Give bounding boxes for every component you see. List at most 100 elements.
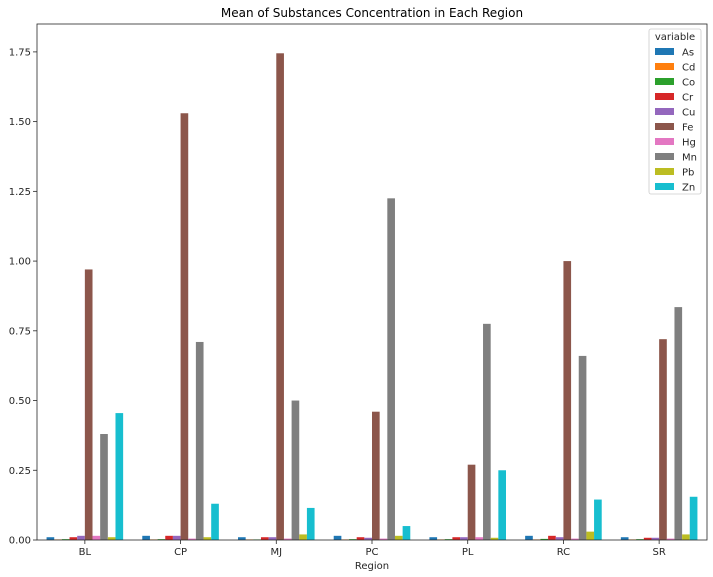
legend-label-zn: Zn: [682, 183, 695, 194]
legend-label-cu: Cu: [682, 108, 695, 119]
bar-cu-rc: [555, 537, 564, 540]
bar-hg-pl: [475, 537, 484, 540]
bar-co-bl: [61, 539, 70, 540]
bar-pb-bl: [107, 537, 116, 540]
y-tick-label: 1.75: [9, 47, 31, 58]
bar-hg-cp: [188, 538, 196, 540]
bar-mn-mj: [291, 400, 300, 540]
bar-mn-pc: [387, 198, 395, 540]
bar-mn-bl: [100, 434, 108, 540]
legend-label-as: As: [682, 48, 694, 59]
bar-as-rc: [525, 535, 533, 540]
bar-as-cp: [142, 535, 150, 540]
legend-swatch-cu: [655, 108, 674, 115]
bar-cr-sr: [643, 537, 652, 540]
x-tick-label: SR: [652, 547, 665, 558]
bar-co-pl: [444, 539, 453, 540]
bar-zn-sr: [689, 496, 698, 540]
x-axis: BL CP MJ PC PL RC SR: [79, 540, 666, 558]
legend-swatch-mn: [655, 153, 674, 160]
bar-fe-pc: [372, 411, 380, 540]
legend-swatch-cr: [655, 93, 674, 100]
bar-cr-rc: [548, 535, 556, 540]
bar-mn-pl: [483, 323, 491, 540]
legend-label-cr: Cr: [682, 93, 694, 104]
y-tick-label: 1.50: [9, 117, 31, 128]
plot-frame: [36, 23, 708, 541]
bar-cu-mj: [268, 537, 277, 540]
x-axis-label: Region: [355, 561, 389, 572]
bar-as-pl: [429, 537, 438, 540]
y-tick-label: 0.00: [9, 536, 31, 547]
legend-swatch-co: [655, 78, 674, 85]
bar-cr-mj: [260, 537, 269, 540]
bar-cu-cp: [172, 535, 181, 540]
bar-as-mj: [238, 537, 246, 540]
legend-swatch-as: [655, 48, 674, 55]
x-tick-label: CP: [174, 547, 187, 558]
legend-label-cd: Cd: [682, 63, 695, 74]
bar-co-sr: [636, 539, 644, 540]
bar-pb-pc: [394, 535, 403, 540]
legend-label-co: Co: [682, 78, 695, 89]
legend-swatch-pb: [655, 168, 674, 175]
bars-group: [46, 53, 698, 540]
bar-pb-pl: [490, 537, 499, 540]
bar-pb-mj: [299, 534, 307, 540]
bar-mn-sr: [674, 307, 683, 540]
bar-zn-rc: [594, 499, 602, 540]
bar-hg-bl: [92, 535, 101, 540]
x-tick-label: MJ: [270, 547, 282, 558]
bar-hg-rc: [571, 538, 579, 540]
bar-pb-rc: [586, 531, 595, 540]
legend-label-hg: Hg: [682, 138, 696, 149]
bar-zn-bl: [115, 413, 124, 540]
y-tick-label: 0.25: [9, 466, 31, 477]
bar-zn-cp: [211, 503, 219, 540]
legend-label-pb: Pb: [682, 168, 694, 179]
bar-zn-pl: [498, 470, 506, 540]
bar-pb-sr: [682, 534, 690, 540]
bar-fe-rc: [563, 261, 572, 540]
bar-pb-cp: [203, 537, 212, 540]
bar-cr-pc: [356, 537, 365, 540]
bar-cr-cp: [165, 535, 173, 540]
x-tick-label: PL: [462, 547, 474, 558]
x-tick-label: PC: [365, 547, 378, 558]
legend-box: [648, 28, 702, 195]
bar-co-rc: [540, 538, 549, 540]
legend-label-mn: Mn: [682, 153, 697, 164]
bar-mn-cp: [195, 341, 204, 540]
legend-label-fe: Fe: [682, 123, 693, 134]
y-tick-label: 0.50: [9, 396, 31, 407]
bar-fe-cp: [180, 113, 189, 540]
bar-as-pc: [333, 535, 342, 540]
legend-title: variable: [655, 32, 695, 43]
bar-cr-pl: [452, 537, 461, 540]
bar-cu-bl: [77, 535, 85, 540]
y-tick-label: 1.00: [9, 257, 31, 268]
x-tick-label: BL: [79, 547, 92, 558]
legend-swatch-hg: [655, 138, 674, 145]
legend-swatch-fe: [655, 123, 674, 130]
bar-cu-pl: [460, 537, 468, 540]
y-axis: 0.00 0.25 0.50 0.75 1.00 1.25 1.50 1.75: [9, 47, 37, 547]
bar-hg-sr: [666, 538, 675, 540]
legend-swatch-zn: [655, 183, 674, 190]
legend-swatch-cd: [655, 63, 674, 70]
bar-as-sr: [620, 537, 629, 540]
bar-hg-mj: [283, 538, 292, 540]
x-tick-label: RC: [557, 547, 570, 558]
bar-co-pc: [349, 539, 357, 540]
bar-fe-bl: [84, 269, 93, 540]
y-tick-label: 0.75: [9, 326, 31, 337]
bar-fe-mj: [276, 53, 284, 540]
bar-co-cp: [157, 539, 166, 540]
bar-as-bl: [46, 537, 55, 540]
chart-title: Mean of Substances Concentration in Each…: [221, 6, 523, 20]
y-tick-label: 1.25: [9, 187, 31, 198]
bar-cu-sr: [651, 537, 660, 540]
bar-fe-sr: [659, 339, 667, 540]
bar-hg-pc: [379, 538, 388, 540]
bar-cu-pc: [364, 537, 372, 540]
